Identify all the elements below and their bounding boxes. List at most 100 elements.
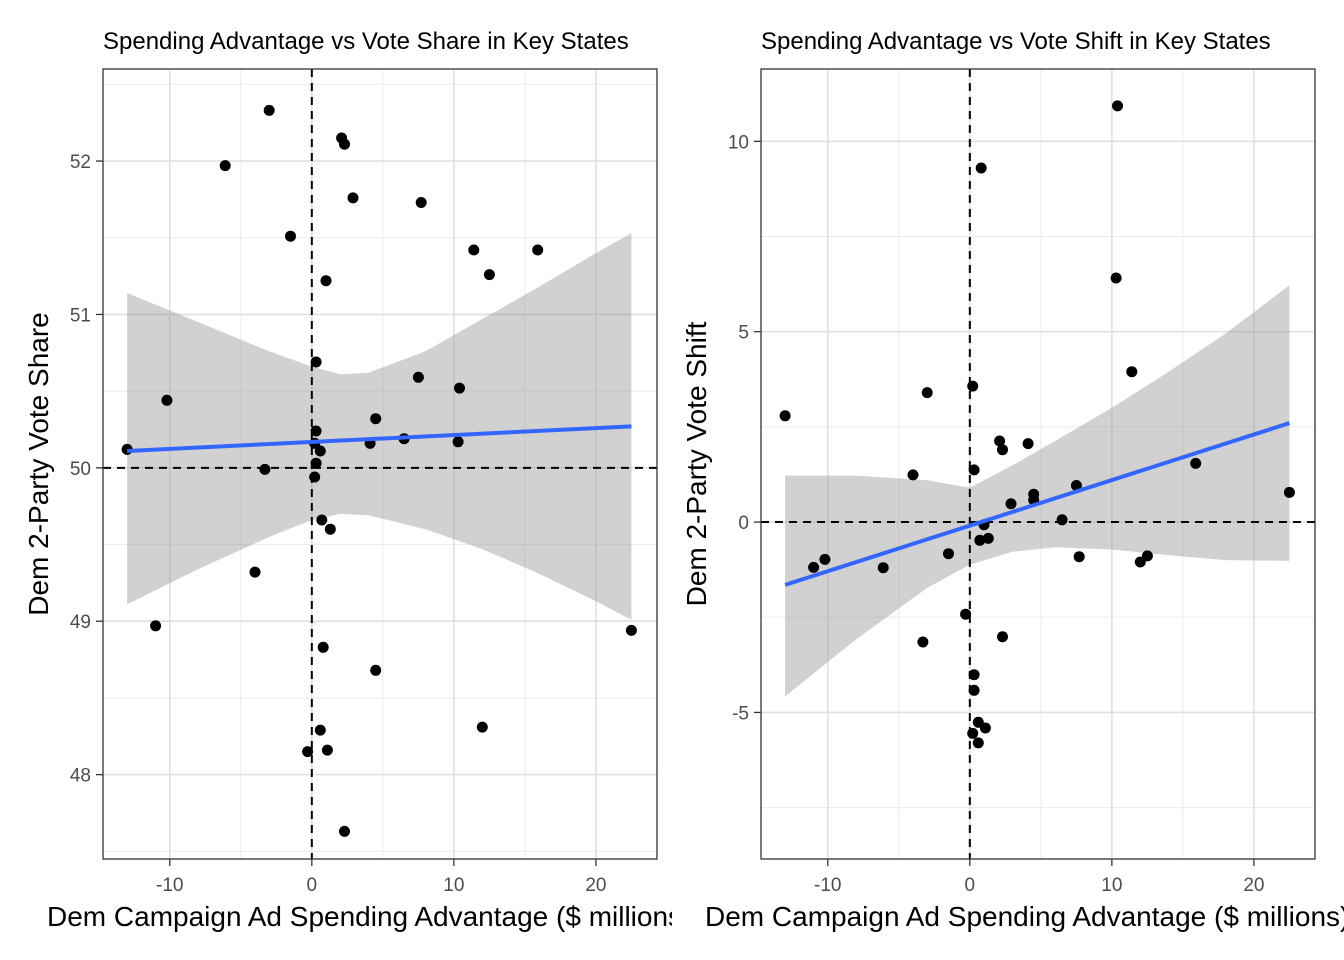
data-point xyxy=(1190,457,1202,469)
chart-title: Spending Advantage vs Vote Shift in Key … xyxy=(761,28,1271,55)
data-point xyxy=(476,721,488,733)
y-tick-label: 48 xyxy=(70,766,91,787)
y-tick-label: 49 xyxy=(70,612,91,633)
x-tick-label: 0 xyxy=(965,875,976,896)
plot-layer xyxy=(761,69,1315,859)
plot-layer xyxy=(103,69,657,859)
data-point xyxy=(982,532,994,544)
data-point xyxy=(1110,272,1122,284)
data-point xyxy=(347,192,359,204)
data-point xyxy=(483,269,495,281)
y-tick-label: 50 xyxy=(70,459,91,480)
data-point xyxy=(263,104,275,116)
x-tick-label: 10 xyxy=(443,875,464,896)
data-point xyxy=(1028,488,1040,500)
data-point xyxy=(339,138,350,150)
data-point xyxy=(150,620,162,632)
data-point xyxy=(974,534,986,546)
data-point xyxy=(972,737,984,749)
x-axis-title: Dem Campaign Ad Spending Advantage ($ mi… xyxy=(47,901,691,932)
vote-share-panel: -10 0 10 20 48 49 50 51 52 Spending Advantage vs … xyxy=(23,28,691,932)
panel-border xyxy=(102,68,658,860)
x-tick-label: -10 xyxy=(814,875,841,896)
y-tick-label: 52 xyxy=(70,152,91,173)
data-point xyxy=(309,471,321,483)
text-layer: Spending Advantage vs Vote Share in Key … xyxy=(47,28,691,932)
data-point xyxy=(1126,366,1138,378)
data-point xyxy=(321,744,333,756)
data-point xyxy=(968,464,980,476)
data-point xyxy=(412,371,424,383)
data-point xyxy=(994,435,1006,447)
confidence-ribbon xyxy=(127,233,632,620)
axis-ticks: -10 0 10 20 -5 0 5 10 xyxy=(728,132,1265,896)
y-axis-title: Dem 2-Party Vote Share xyxy=(23,312,54,615)
data-point xyxy=(320,275,332,287)
data-point xyxy=(625,624,637,636)
regression-line xyxy=(784,421,1291,587)
data-point xyxy=(1005,498,1017,510)
x-tick-label: 10 xyxy=(1101,875,1122,896)
data-point xyxy=(921,387,933,399)
data-points xyxy=(779,100,1295,749)
chart-title: Spending Advantage vs Vote Share in Key … xyxy=(103,28,629,55)
data-point xyxy=(1112,100,1123,112)
x-tick-label: -10 xyxy=(156,875,183,896)
regression-line xyxy=(127,424,632,453)
data-point xyxy=(339,825,350,837)
data-point xyxy=(259,463,271,475)
data-point xyxy=(997,444,1008,456)
data-point xyxy=(310,425,322,437)
x-tick-label: 20 xyxy=(585,875,606,896)
data-point xyxy=(779,410,791,422)
vote-shift-panel: -10 0 10 20 -5 0 5 10 Spending Advantage vs Vote… xyxy=(681,28,1344,932)
data-point xyxy=(415,197,427,208)
data-point xyxy=(943,548,954,560)
data-point xyxy=(302,746,314,758)
axis-ticks: -10 0 10 20 48 49 50 51 52 xyxy=(70,152,607,896)
y-tick-label: 51 xyxy=(70,305,91,326)
data-point xyxy=(1022,438,1034,450)
data-point xyxy=(161,394,173,406)
data-point xyxy=(317,641,329,653)
data-point xyxy=(877,562,889,574)
x-tick-label: 0 xyxy=(307,875,318,896)
data-point xyxy=(1070,480,1082,491)
data-point xyxy=(1283,486,1295,498)
x-axis-title: Dem Campaign Ad Spending Advantage ($ mi… xyxy=(705,901,1344,932)
data-point xyxy=(968,684,980,696)
data-point xyxy=(314,724,326,736)
data-point xyxy=(310,356,322,368)
data-point xyxy=(370,413,382,425)
data-point xyxy=(1056,514,1068,526)
data-point xyxy=(819,553,831,565)
data-point xyxy=(907,469,919,481)
data-point xyxy=(808,561,820,573)
data-point xyxy=(310,457,322,469)
data-point xyxy=(997,631,1008,643)
data-point xyxy=(1141,550,1153,562)
data-point xyxy=(219,160,231,172)
data-point xyxy=(454,382,465,394)
data-point xyxy=(324,523,336,535)
y-tick-label: 0 xyxy=(738,513,749,534)
data-point xyxy=(316,514,328,526)
y-axis-title: Dem 2-Party Vote Shift xyxy=(681,321,712,606)
data-point xyxy=(532,244,544,256)
data-point xyxy=(285,230,296,242)
data-point xyxy=(917,636,929,648)
y-tick-label: -5 xyxy=(732,703,749,724)
data-point xyxy=(314,445,326,457)
data-point xyxy=(979,722,991,734)
data-point xyxy=(1073,551,1085,563)
panel-border xyxy=(760,68,1316,860)
data-point xyxy=(249,566,261,578)
plot-panel xyxy=(761,69,1315,859)
y-tick-label: 10 xyxy=(728,132,749,153)
data-point xyxy=(967,380,979,392)
data-point xyxy=(975,162,987,174)
minor-grid xyxy=(103,69,657,859)
y-tick-label: 5 xyxy=(738,323,749,344)
data-point xyxy=(968,669,980,681)
